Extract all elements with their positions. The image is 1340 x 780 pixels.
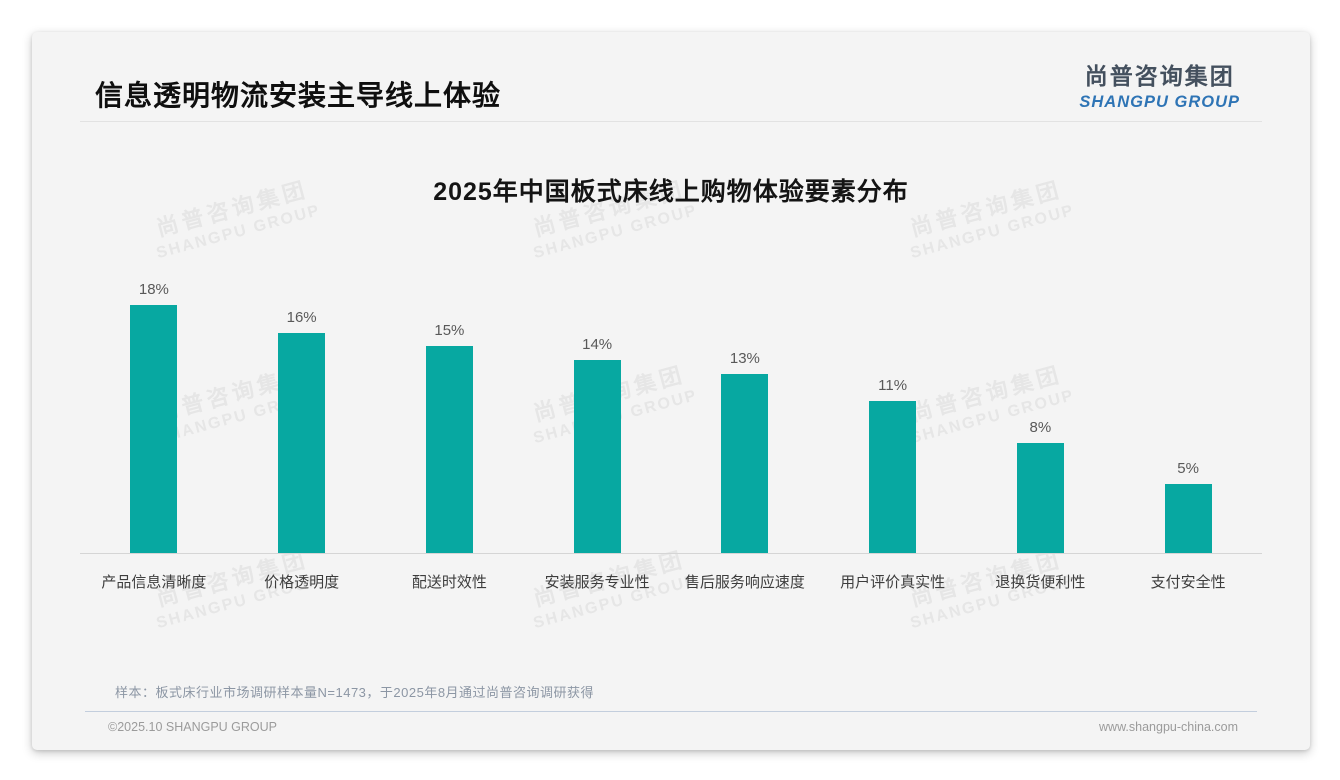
bar-value-label: 15% (434, 322, 465, 339)
category-label-5: 售后服务响应速度 (684, 574, 805, 591)
category-label-1: 产品信息清晰度 (101, 574, 207, 591)
website-url: www.shangpu-china.com (1099, 720, 1238, 734)
report-card: 尚普咨询集团 SHANGPU GROUP 尚普咨询集团 SHANGPU GROUP 尚普… (32, 32, 1310, 750)
bar-group-4: 14% (523, 32, 671, 553)
footer-row: ©2025.10 SHANGPU GROUP www.shangpu-china… (108, 720, 1238, 734)
category-label-6: 用户评价真实性 (840, 574, 946, 591)
category-label-7: 退换货便利性 (995, 574, 1086, 591)
bar-group-3: 15% (376, 32, 524, 553)
bar-group-7: 8% (967, 32, 1115, 553)
footer-divider (85, 711, 1257, 712)
bar-3 (425, 346, 473, 553)
bar-8 (1164, 484, 1212, 553)
sample-note: 样本：板式床行业市场调研样本量N=1473，于2025年8月通过尚普咨询调研获得 (115, 685, 595, 700)
bar-5 (721, 374, 769, 553)
bar-value-label: 16% (286, 309, 317, 326)
header-divider (80, 121, 1262, 122)
copyright-text: ©2025.10 SHANGPU GROUP (108, 720, 277, 734)
category-label-3: 配送时效性 (411, 574, 487, 591)
bar-value-label: 5% (1177, 460, 1199, 477)
bar-value-label: 11% (878, 377, 908, 394)
bar-4 (573, 360, 621, 553)
category-label-2: 价格透明度 (264, 574, 340, 591)
bar-group-2: 16% (228, 32, 376, 553)
bar-group-5: 13% (671, 32, 819, 553)
bar-value-label: 14% (582, 336, 613, 353)
bar-7 (1016, 443, 1064, 553)
bar-6 (869, 401, 917, 553)
page-title: 信息透明物流安装主导线上体验 (95, 80, 502, 111)
category-label-8: 支付安全性 (1150, 574, 1226, 591)
chart-title: 2025年中国板式床线上购物体验要素分布 (433, 178, 909, 206)
brand-logo-en: SHANGPU GROUP (1079, 93, 1240, 111)
x-axis-line (80, 553, 1262, 554)
bar-value-label: 13% (729, 350, 760, 367)
bar-group-6: 11% (819, 32, 967, 553)
bar-group-8: 5% (1114, 32, 1262, 553)
bar-1 (130, 305, 178, 553)
brand-logo-cn: 尚普咨询集团 (1084, 63, 1235, 89)
category-label-row: 产品信息清晰度 价格透明度 配送时效性 安装服务专业性 售后服务响应速度 用户评价真实性 退… (80, 554, 1262, 592)
category-label-4: 安装服务专业性 (544, 574, 650, 591)
bar-2 (278, 333, 326, 553)
bar-group-1: 18% (80, 32, 228, 553)
brand-logo: 尚普咨询集团 SHANGPU GROUP (1079, 57, 1240, 112)
bar-value-label: 18% (138, 281, 169, 298)
bar-chart: 18% 16% 15% 14% 13% 11% 8% 5% (80, 32, 1262, 553)
bar-value-label: 8% (1029, 419, 1052, 436)
